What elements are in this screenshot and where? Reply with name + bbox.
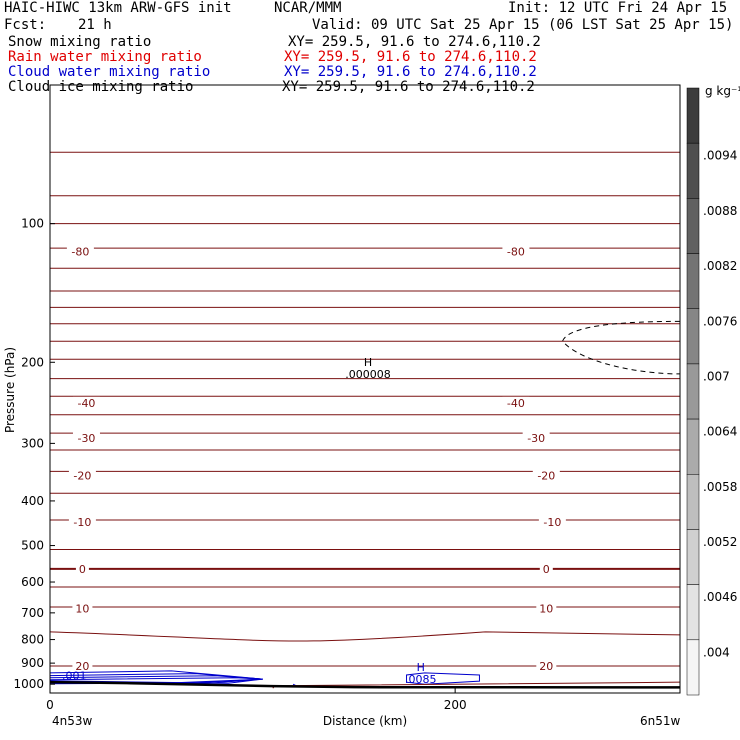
x-start-label: 4n53w <box>52 714 93 728</box>
colorbar-tick-label: .0046 <box>703 590 737 604</box>
org-label: NCAR/MMM <box>274 0 342 16</box>
contour-label: -40 <box>77 397 95 410</box>
colorbar-tick-label: .004 <box>703 645 730 659</box>
colorbar-bin <box>686 142 700 199</box>
colorbar-tick-label: .0052 <box>703 535 737 549</box>
y-tick-label: 300 <box>21 436 44 450</box>
cloud-water-contour <box>49 677 263 684</box>
colorbar-bin <box>686 474 700 530</box>
field-name-snow: Snow mixing ratio <box>8 34 152 50</box>
cloud-ice-contour <box>561 320 681 375</box>
field-xy-cloud-ice: XY= 259.5, 91.6 to 274.6,110.2 <box>282 79 535 95</box>
plot-frame <box>49 84 681 694</box>
contour-label: 10 <box>75 603 89 616</box>
field-name-cloud-water: Cloud water mixing ratio <box>8 64 211 80</box>
field-name-rain: Rain water mixing ratio <box>8 49 202 65</box>
contour-label: -40 <box>507 397 525 410</box>
colorbar-tick-label: .0082 <box>703 259 737 273</box>
plot-area: -80 -80 -40 -40 -30 -30 -20 -20 -10 -10 0 0 10 10 20 20… <box>49 151 681 689</box>
valid-time: Valid: 09 UTC Sat 25 Apr 15 (06 LST Sat … <box>312 17 734 33</box>
contour-label: -10 <box>73 516 91 529</box>
cloud-water-label: .001 <box>62 670 87 683</box>
y-tick-label: 900 <box>21 656 44 670</box>
max-marker-symbol: H <box>417 661 425 674</box>
max-marker-value: .000008 <box>345 368 391 381</box>
x-axis: 0 200 <box>46 688 467 712</box>
contour-label: -10 <box>543 516 561 529</box>
y-tick-label: 700 <box>21 606 44 620</box>
contour-label: -30 <box>77 432 95 445</box>
contour-label: 0 <box>543 563 550 576</box>
field-xy-snow: XY= 259.5, 91.6 to 274.6,110.2 <box>288 34 541 50</box>
init-time: Init: 12 UTC Fri 24 Apr 15 <box>508 0 728 16</box>
y-axis: 100 200 300 400 500 600 700 800 900 1000 <box>13 217 55 691</box>
colorbar-bin <box>686 253 700 309</box>
colorbar-tick-label: .0088 <box>703 204 737 218</box>
y-axis-label: Pressure (hPa) <box>3 347 17 433</box>
y-tick-label: 600 <box>21 575 44 589</box>
colorbar-tick-label: .0058 <box>703 480 737 494</box>
contour-label: -30 <box>527 432 545 445</box>
contour-label: 10 <box>539 603 553 616</box>
colorbar-bin <box>686 418 700 475</box>
contour-label: -80 <box>71 246 89 259</box>
contour-label: 0 <box>79 563 86 576</box>
terrain-line <box>49 680 681 689</box>
field-name-cloud-ice: Cloud ice mixing ratio <box>8 79 194 95</box>
colorbar-bin <box>686 308 700 365</box>
y-tick-label: 200 <box>21 355 44 369</box>
y-tick-label: 500 <box>21 539 44 553</box>
x-tick-label: 0 <box>46 698 54 712</box>
y-tick-label: 1000 <box>13 677 44 691</box>
colorbar-bin <box>686 198 700 254</box>
colorbar-bin <box>686 87 700 144</box>
x-axis-label: Distance (km) <box>323 714 407 728</box>
contour-label: -20 <box>537 469 555 482</box>
colorbar-tick-label: .0064 <box>703 425 737 439</box>
temperature-contour <box>49 631 681 642</box>
forecast-label: Fcst: <box>4 17 47 33</box>
y-tick-label: 100 <box>21 217 44 231</box>
colorbar: .0094 .0088 .0082 .0076 .007 .0064 .0058 .0052.… <box>686 87 737 696</box>
colorbar-tick-label: .0094 <box>703 149 737 163</box>
field-xy-cloud-water: XY= 259.5, 91.6 to 274.6,110.2 <box>284 64 537 80</box>
colorbar-tick-label: .0076 <box>703 314 737 328</box>
field-xy-rain: XY= 259.5, 91.6 to 274.6,110.2 <box>284 49 537 65</box>
colorbar-tick-label: .007 <box>703 369 730 383</box>
x-tick-label: 200 <box>444 698 467 712</box>
colorbar-unit: g kg⁻¹ <box>705 84 740 98</box>
x-end-label: 6n51w <box>640 714 681 728</box>
max-marker-value: .0085 <box>405 673 437 686</box>
contour-label: 20 <box>539 660 553 673</box>
model-title: HAIC-HIWC 13km ARW-GFS init <box>4 0 232 16</box>
colorbar-bin <box>686 639 700 696</box>
y-tick-label: 400 <box>21 494 44 508</box>
max-marker-symbol: H <box>364 356 372 369</box>
colorbar-bin <box>686 363 700 420</box>
forecast-hour: 21 h <box>78 17 112 33</box>
colorbar-bin <box>686 584 700 641</box>
contour-label: -20 <box>73 469 91 482</box>
colorbar-bin <box>686 529 700 585</box>
contour-label: -80 <box>507 246 525 259</box>
contour-label: 20 <box>75 660 89 673</box>
y-tick-label: 800 <box>21 633 44 647</box>
